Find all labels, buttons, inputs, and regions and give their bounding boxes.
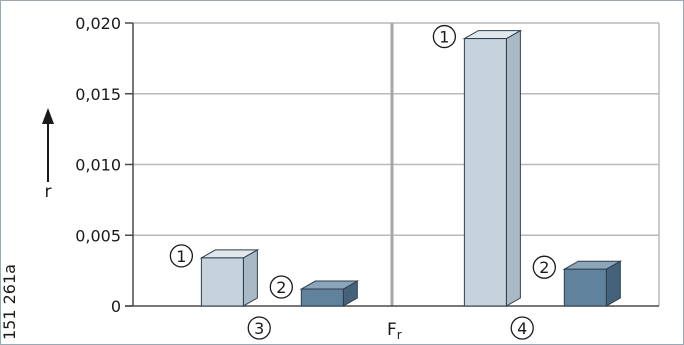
bar-label: 1: [439, 28, 449, 47]
y-axis-label: r: [45, 182, 52, 202]
y-axis-arrow-head: [42, 108, 54, 124]
bar-label-circle: [269, 275, 293, 299]
bar-side: [242, 249, 258, 307]
group-label-circle: [247, 316, 271, 340]
bar-label: 2: [276, 278, 286, 297]
x-axis-label: Fr: [387, 320, 402, 342]
y-tick-label: 0,005: [75, 226, 121, 245]
group-label: 4: [517, 319, 527, 338]
bar-label-circle: [432, 24, 457, 49]
bar: [200, 257, 244, 307]
bars: 3 1 2 4 1 2: [169, 24, 623, 340]
bar-label: 2: [539, 258, 549, 277]
x-axis-label-sub: r: [397, 328, 402, 342]
y-tick-label: 0: [111, 297, 121, 316]
group-label: 3: [254, 319, 264, 338]
bar: [563, 268, 607, 307]
bar-label: 1: [176, 247, 186, 266]
bar: [300, 288, 344, 307]
bar-label-circle: [532, 255, 556, 279]
bar: [463, 38, 507, 307]
figure-code: 151 261a: [0, 264, 19, 340]
bar-label-circle: [169, 244, 194, 268]
y-tick-labels: 0 0,005 0,010 0,015 0,020: [75, 14, 121, 316]
x-axis-label-main: F: [387, 320, 397, 340]
y-tick-label: 0,020: [75, 14, 121, 33]
y-tick-label: 0,015: [75, 85, 121, 104]
y-tick-label: 0,010: [75, 156, 121, 175]
group-label-circle: [510, 316, 534, 340]
bar-side: [505, 29, 521, 307]
